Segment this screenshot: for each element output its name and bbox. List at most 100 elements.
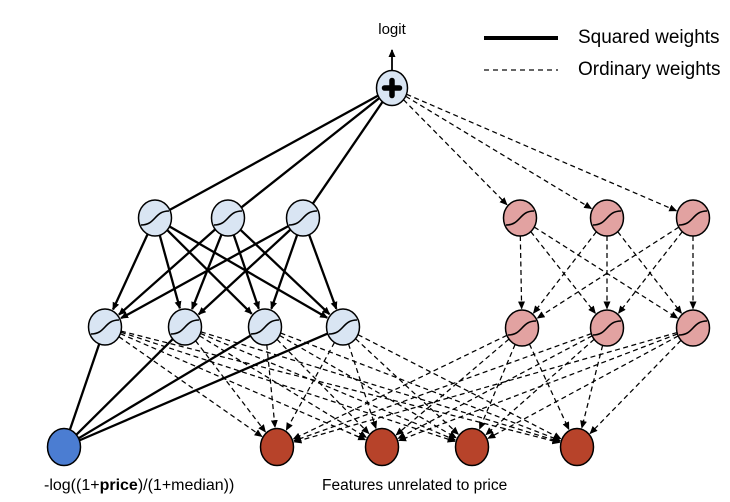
- sigmoid-icon: [678, 210, 708, 226]
- ordinary-weight-edge: [533, 226, 679, 319]
- squared-weight-edge: [311, 101, 384, 205]
- ordinary-weight-edge: [405, 95, 593, 210]
- ordinary-weight-edge: [403, 99, 508, 206]
- squared-weight-edge: [75, 338, 174, 436]
- solid-edges-input_price-to-lower_blue: [68, 332, 329, 442]
- sigmoid-icon: [213, 210, 243, 226]
- input_features-circle: [364, 427, 400, 467]
- lower_pink-node-2: [589, 309, 625, 347]
- dashed-edges-lower_pink-to-input_features: [292, 331, 682, 444]
- sigmoid-icon: [592, 210, 622, 226]
- squared-weight-edge: [68, 343, 101, 431]
- squared-weight-edge: [78, 332, 329, 442]
- ordinary-weight-edge: [293, 333, 592, 442]
- nodes: [46, 69, 711, 467]
- solid-edges-upper_blue-to-plus: [169, 94, 384, 211]
- sigmoid-icon: [678, 320, 708, 336]
- sigmoid-icon: [250, 319, 280, 335]
- plus-node-1: [375, 69, 409, 107]
- edges: [68, 93, 697, 445]
- input_features-node-1: [259, 427, 295, 467]
- price-label-bold: price: [99, 477, 138, 494]
- dashed-edges-upper_pink-to-lower_pink: [518, 226, 697, 319]
- dashed-line-swatch: [484, 69, 558, 71]
- ordinary-weight-edge: [532, 231, 597, 314]
- ordinary-weight-edge: [199, 335, 368, 438]
- price-label-suffix: )/(1+median)): [137, 477, 235, 494]
- ordinary-weight-edge: [530, 231, 596, 314]
- ordinary-weight-edge: [395, 338, 510, 436]
- input_price-circle: [46, 427, 82, 467]
- ordinary-weight-edge: [200, 331, 561, 443]
- ordinary-weight-edge: [355, 338, 459, 435]
- sigmoid-icon: [592, 320, 622, 336]
- ordinary-weight-edge: [518, 235, 526, 310]
- solid-line-swatch: [484, 36, 558, 40]
- squared-weight-edge: [166, 229, 253, 315]
- lower_pink-node-1: [504, 309, 540, 347]
- input-features-label: Features unrelated to price: [322, 477, 508, 494]
- sigmoid-icon: [328, 319, 358, 335]
- sigmoid-icon: [505, 210, 535, 226]
- upper_blue-node-2: [210, 199, 246, 237]
- ordinary-weight-edge: [589, 339, 682, 435]
- ordinary-weight-edge: [397, 335, 593, 439]
- dashed-edges-lower_blue-to-input_features: [118, 330, 562, 445]
- ordinary-weight-edge: [580, 345, 604, 429]
- legend: Squared weights Ordinary weights: [484, 27, 721, 81]
- ordinary-weight-edge: [292, 334, 508, 440]
- input_price-node-1: [46, 427, 82, 467]
- sigmoid-icon: [170, 319, 200, 335]
- squared-weight-edge: [168, 225, 328, 319]
- lower_blue-node-3: [247, 308, 283, 346]
- ordinary-weight-edge: [618, 231, 683, 314]
- squared-weight-edge: [270, 234, 299, 310]
- input-price-label: -log((1+price)/(1+median)): [44, 477, 234, 495]
- legend-item-squared-weights: Squared weights: [484, 27, 721, 49]
- lower_blue-node-4: [325, 308, 361, 346]
- sigmoid-icon: [507, 320, 537, 336]
- legend-label-squared: Squared weights: [578, 27, 720, 48]
- squared-weight-edge: [111, 233, 149, 311]
- squared-weight-edge: [158, 234, 182, 310]
- ordinary-weight-edge: [406, 93, 678, 212]
- ordinary-weight-edge: [276, 338, 370, 435]
- lower_blue-node-2: [167, 308, 203, 346]
- input_features-circle: [259, 427, 295, 467]
- price-label-prefix: -log((1+: [44, 477, 100, 494]
- input_features-circle: [454, 427, 490, 467]
- legend-label-ordinary: Ordinary weights: [578, 59, 721, 80]
- squared-weight-edge: [169, 94, 379, 211]
- ordinary-weight-edge: [120, 331, 456, 443]
- squared-weight-edge: [120, 225, 289, 320]
- solid-edges-upper_blue-to-lower_blue: [111, 225, 338, 320]
- upper_blue-node-3: [285, 199, 321, 237]
- sigmoid-icon: [288, 210, 318, 226]
- input_features-node-2: [364, 427, 400, 467]
- ordinary-weight-edge: [293, 331, 678, 444]
- ordinary-weight-edge: [528, 343, 570, 431]
- ordinary-weight-edge: [487, 335, 679, 439]
- ordinary-weight-edge: [347, 343, 378, 430]
- squared-weight-edge: [77, 334, 252, 440]
- ordinary-weight-edge: [479, 344, 516, 430]
- upper_pink-node-1: [502, 199, 538, 237]
- plus-icon: [381, 77, 403, 99]
- input_features-node-3: [454, 427, 490, 467]
- ordinary-weight-edge: [200, 332, 457, 441]
- input_features-circle: [559, 427, 595, 467]
- squared-weight-edge: [197, 228, 292, 316]
- logit-label: logit: [378, 21, 406, 38]
- ordinary-weight-edge: [120, 330, 561, 445]
- ordinary-weight-edge: [266, 344, 278, 429]
- sigmoid-icon: [90, 319, 120, 335]
- squared-weight-edge: [308, 234, 338, 310]
- input_features-node-4: [559, 427, 595, 467]
- lower_blue-node-1: [87, 308, 123, 346]
- ordinary-weight-edge: [280, 332, 561, 442]
- ordinary-weight-edge: [357, 334, 562, 440]
- sigmoid-icon: [140, 210, 170, 226]
- ordinary-weight-edge: [195, 340, 266, 433]
